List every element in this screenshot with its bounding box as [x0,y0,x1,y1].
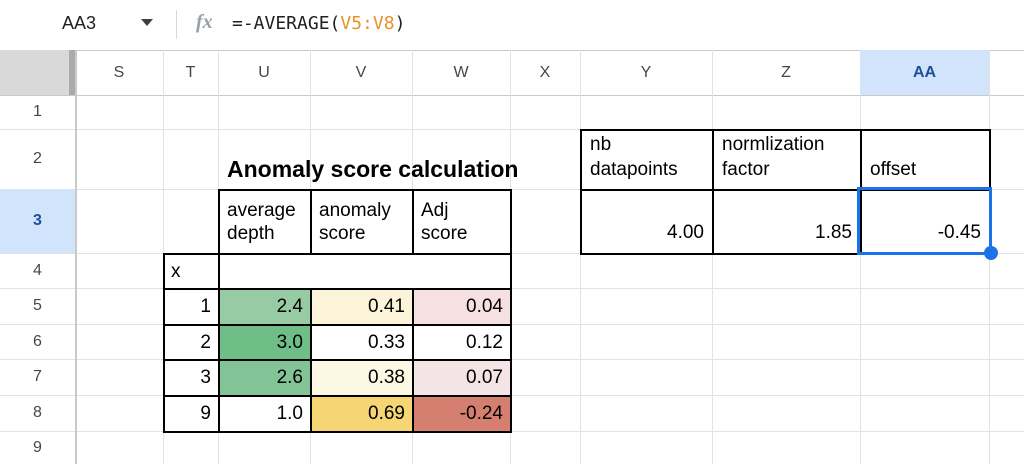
cell-T5[interactable]: 1 [163,288,220,326]
column-header-V[interactable]: V [355,63,367,81]
cell-W7[interactable]: 0.07 [412,359,512,397]
gridline [0,431,1024,432]
cell-V6[interactable]: 0.33 [310,324,414,361]
cell-T6[interactable]: 2 [163,324,220,361]
gridline [0,395,1024,396]
column-header-partial[interactable] [989,50,1024,95]
gridline [0,129,1024,130]
row-header-5[interactable]: 5 [33,297,42,314]
cell-Y3-nb-datapoints-value[interactable]: 4.00 [580,189,714,255]
formula-suffix: ) [394,13,406,34]
cell-U6[interactable]: 3.0 [218,324,312,361]
fill-handle[interactable] [984,246,998,260]
formula-input[interactable]: =-AVERAGE(V5:V8) [232,13,405,34]
cell-Y2-nb-datapoints-header[interactable]: nb datapoints [580,129,714,191]
gridline [0,253,1024,254]
cell-U3-average-depth-header[interactable]: average depth [218,189,312,255]
cell-U8[interactable]: 1.0 [218,395,312,433]
gridline [0,359,1024,360]
formula-prefix: =-AVERAGE( [232,13,341,34]
dropdown-arrow-icon[interactable] [141,19,153,26]
cell-Z3-normalization-factor-value[interactable]: 1.85 [712,189,862,255]
gridline [0,324,1024,325]
anomaly-table-title[interactable]: Anomaly score calculation [227,156,519,182]
column-header-X[interactable]: X [539,63,551,81]
gridline [0,50,1024,51]
gridline [0,189,1024,190]
row-header-9[interactable]: 9 [33,438,42,456]
select-all-corner[interactable] [0,50,75,95]
cell-Z2-normalization-factor-header[interactable]: normlization factor [712,129,862,191]
gridline [712,50,713,464]
cell-W8[interactable]: -0.24 [412,395,512,433]
column-header-Z[interactable]: Z [781,63,791,81]
cell-W3-adj-score-header[interactable]: Adj score [412,189,512,255]
column-header-T[interactable]: T [185,63,196,81]
cell-W5[interactable]: 0.04 [412,288,512,326]
cell-T8[interactable]: 9 [163,395,220,433]
cell-U5[interactable]: 2.4 [218,288,312,326]
gridline [0,95,1024,96]
cell-V7[interactable]: 0.38 [310,359,414,397]
cell-T4-x-label[interactable]: x [163,253,220,290]
row-header-4[interactable]: 4 [33,261,42,279]
fx-icon: fx [196,11,213,33]
row-header-1[interactable]: 1 [33,103,42,120]
row-header-3[interactable]: 3 [0,189,75,253]
column-header-Y[interactable]: Y [640,63,652,81]
cell-V8[interactable]: 0.69 [310,395,414,433]
row-header-divider [75,50,77,464]
cell-U4-W4-empty[interactable] [218,253,512,290]
row-header-6[interactable]: 6 [33,332,42,350]
cell-V3-anomaly-score-header[interactable]: anomaly score [310,189,414,255]
cell-W6[interactable]: 0.12 [412,324,512,361]
toolbar-divider [176,10,177,39]
gridline [580,50,581,464]
row-header-8[interactable]: 8 [33,404,42,421]
name-box[interactable]: AA3 [62,13,97,33]
row-header-7[interactable]: 7 [33,368,42,385]
formula-toolbar: AA3 fx =-AVERAGE(V5:V8) [0,0,1024,50]
cell-AA2-offset-header[interactable]: offset [860,129,991,191]
cell-T7[interactable]: 3 [163,359,220,397]
formula-range-reference: V5:V8 [340,13,395,34]
column-header-AA[interactable]: AA [860,50,989,95]
gridline [860,50,861,464]
column-header-W[interactable]: W [453,63,469,81]
cell-V5[interactable]: 0.41 [310,288,414,326]
active-cell-border [857,187,992,255]
row-header-2[interactable]: 2 [33,150,42,167]
column-header-U[interactable]: U [258,63,270,81]
cell-U7[interactable]: 2.6 [218,359,312,397]
column-header-S[interactable]: S [113,63,125,81]
cell-AA3-offset-value[interactable]: -0.45 [860,189,991,255]
gridline [0,288,1024,289]
